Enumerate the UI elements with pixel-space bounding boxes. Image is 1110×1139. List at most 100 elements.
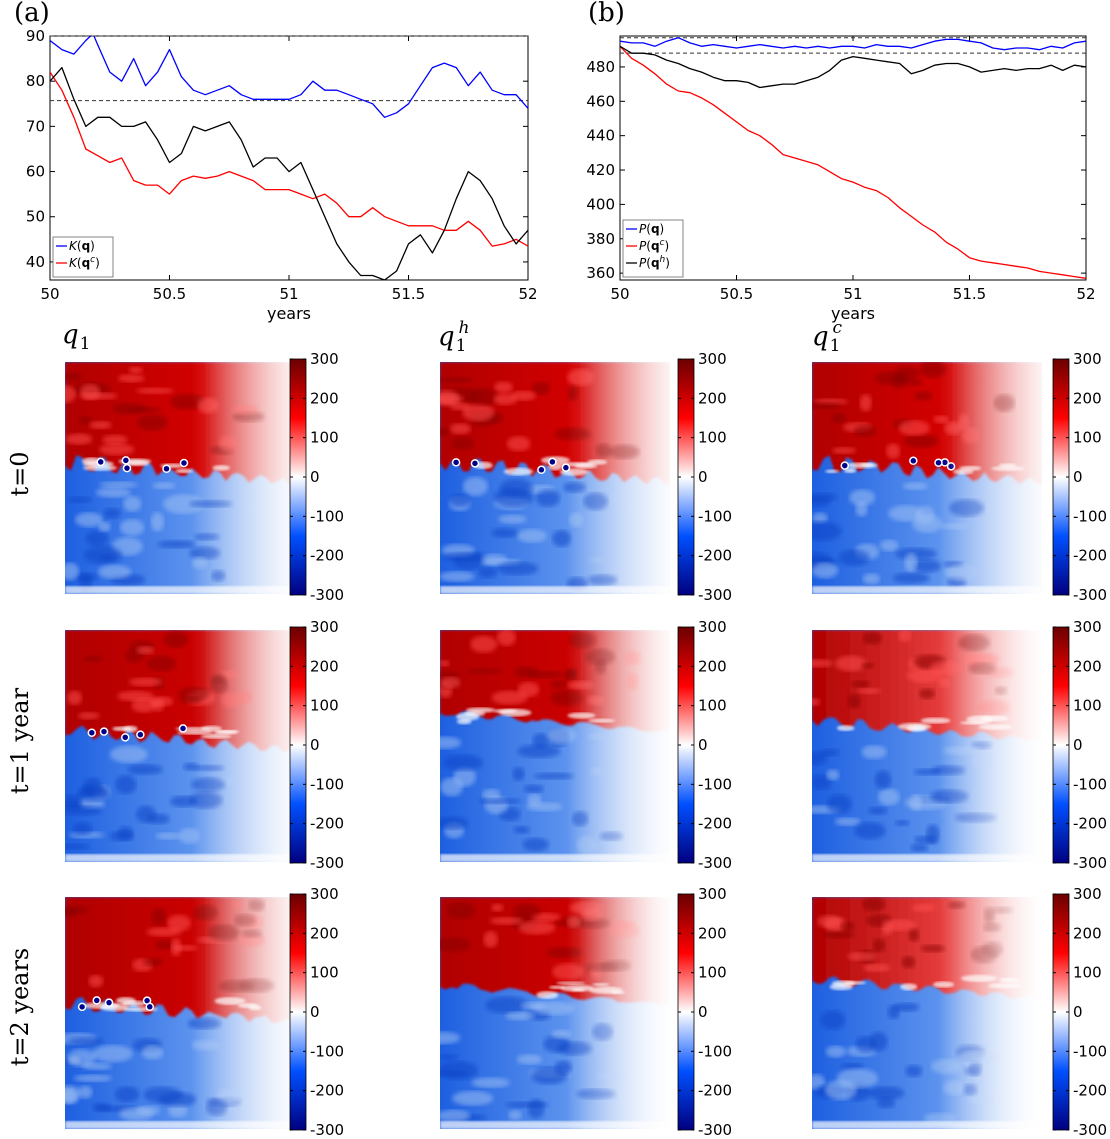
colorbar-tick-label: -100 [1073,507,1107,525]
series-line-1 [50,71,528,247]
colorbar-tick-label: 300 [310,618,339,636]
colorbar-tick-label: 0 [310,1003,320,1021]
colorbar-tick-label: 100 [1073,697,1102,715]
colorbar-tick-label: -300 [1073,1121,1107,1139]
colorbar-tick-label: -300 [310,854,344,872]
line-chart-b: 50 50.5 51 51.5 52 360 380 400 420 440 460 480 years… [586,35,1096,323]
colorbar-tick-label: -100 [1073,775,1107,793]
x-tick-label: 52 [518,285,537,303]
heatmap-panel-r1-c2 [812,630,1042,862]
x-tick-label: 51.5 [953,285,986,303]
colorbar-tick-label: 300 [1073,885,1102,903]
heatmap-panel-r1-c1 [440,630,670,862]
series-line-0 [50,36,528,118]
colorbar-tick-label: 100 [1073,429,1102,447]
heatmap-panel-r0-c2 [812,362,1042,594]
colorbar-tick-label: 100 [310,697,339,715]
colorbar-tick-label: -200 [1073,547,1107,565]
colorbar-tick-label: -200 [698,815,732,833]
series-line-2 [50,66,528,280]
panel-label-a: (a) [14,0,50,28]
colorbar-tick-label: 200 [1073,657,1102,675]
colorbar-tick-label: 0 [1073,736,1083,754]
colorbar-tick-label: 300 [698,618,727,636]
heatmap-panel-r0-c1 [440,362,670,594]
legend-entry: P(qc) [639,238,669,253]
series-line-1 [620,45,1086,279]
y-tick-label: 40 [26,253,45,271]
y-tick-label: 360 [586,264,615,282]
colorbar-tick-label: -200 [310,547,344,565]
colorbar-tick-label: 0 [310,468,320,486]
x-tick-label: 50.5 [153,285,186,303]
colorbar-tick-label: -100 [310,1042,344,1060]
colorbar-tick-label: 200 [698,924,727,942]
y-tick-label: 480 [586,58,615,76]
colorbar-tick-label: -300 [310,586,344,604]
x-tick-label: 51.5 [392,285,425,303]
y-tick-label: 460 [586,92,615,110]
colorbar-tick-label: 300 [698,350,727,368]
colorbar-tick-label: 100 [698,697,727,715]
colorbar-tick-label: 200 [310,657,339,675]
heatmap-panel-r2-c1 [440,897,670,1129]
colorbar-tick-label: 300 [310,350,339,368]
y-tick-label: 70 [26,117,45,135]
colorbar-tick-label: 100 [698,964,727,982]
colorbar-tick-label: 100 [310,964,339,982]
heatmap-panel-r0-c0 [65,362,295,594]
x-tick-label: 51 [843,285,862,303]
colorbar-tick-label: -300 [698,1121,732,1139]
colorbar-tick-label: 300 [1073,618,1102,636]
x-axis-label: years [831,304,875,323]
colorbar-tick-label: 200 [698,657,727,675]
heatmap-panel-r2-c2 [812,897,1042,1129]
colorbar-tick-label: -200 [1073,1082,1107,1100]
colorbar-tick-label: 0 [1073,468,1083,486]
x-axis-label: years [267,304,311,323]
colorbar-tick-label: -300 [310,1121,344,1139]
colorbar-tick-label: -100 [1073,1042,1107,1060]
colorbar-tick-label: 0 [698,736,708,754]
column-title-q1c: q1c [812,318,843,356]
colorbar-tick-label: -200 [310,815,344,833]
colorbar-tick-label: -300 [698,586,732,604]
colorbar-tick-label: 0 [698,1003,708,1021]
x-tick-label: 50.5 [720,285,753,303]
colorbar-tick-label: -100 [698,507,732,525]
y-tick-label: 440 [586,127,615,145]
y-tick-label: 80 [26,72,45,90]
colorbar-tick-label: 300 [310,885,339,903]
legend-entry: P(qh) [639,255,670,270]
colorbar-tick-label: -200 [698,1082,732,1100]
colorbar-tick-label: 200 [1073,924,1102,942]
colorbar-tick-label: -200 [1073,815,1107,833]
x-tick-label: 51 [279,285,298,303]
panel-label-b: (b) [588,0,625,28]
y-tick-label: 60 [26,163,45,181]
colorbar-tick-label: -100 [698,1042,732,1060]
colorbar-tick-label: 200 [1073,389,1102,407]
y-tick-label: 420 [586,161,615,179]
y-tick-label: 90 [26,27,45,45]
colorbar-tick-label: 100 [310,429,339,447]
colorbar-tick-label: -100 [310,507,344,525]
colorbar-tick-label: 0 [698,468,708,486]
legend-entry: K(qc) [69,255,100,270]
y-tick-label: 400 [586,195,615,213]
colorbar-tick-label: 0 [1073,1003,1083,1021]
colorbar-tick-label: 300 [1073,350,1102,368]
x-tick-label: 50 [40,285,59,303]
colorbar-tick-label: -100 [698,775,732,793]
legend-entry: K(q) [69,239,95,253]
colorbar-tick-label: 100 [1073,964,1102,982]
colorbar-tick-label: -300 [698,854,732,872]
heatmap-panel-r1-c0 [65,630,295,862]
column-title-q1: q1 [62,320,91,354]
series-line-0 [620,37,1086,51]
x-tick-label: 52 [1076,285,1095,303]
y-tick-label: 50 [26,208,45,226]
colorbar-tick-label: -200 [698,547,732,565]
colorbar-tick-label: -300 [1073,586,1107,604]
